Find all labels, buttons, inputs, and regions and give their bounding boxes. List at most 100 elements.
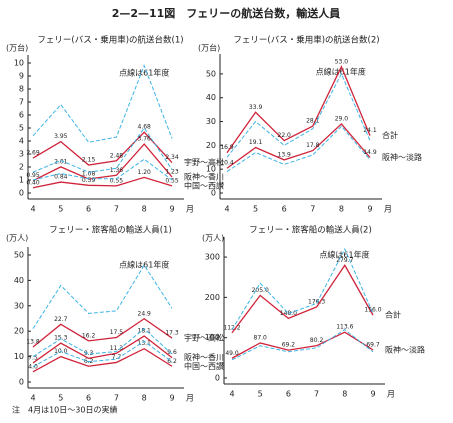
value-label: 7.5 [28,354,38,361]
y-tick-label: 9 [19,72,24,81]
series-line [231,331,374,359]
y-tick-label: 5 [19,124,24,133]
y-tick-label: 0 [211,189,216,198]
y-tick-label: 40 [206,93,216,102]
y-tick-label: 7 [19,98,24,107]
x-tick-label: 4 [224,205,229,214]
y-tick-label: 8 [19,85,24,94]
x-tick-label: 7 [114,394,119,403]
value-label: 24.1 [363,127,377,134]
y-tick-label: 40 [14,276,24,285]
value-label: 11.3 [110,345,124,352]
value-label: 17.8 [306,142,320,149]
series-line [231,264,374,334]
value-label: 69.7 [366,341,380,348]
value-label: 28.1 [306,118,320,125]
previous-year-line [231,329,374,361]
value-label: 18.1 [138,328,152,335]
value-label: 14.9 [363,149,377,156]
x-axis-label: 月 [387,390,395,399]
y-tick-label: 200 [205,293,220,302]
x-tick-label: 5 [258,390,263,399]
y-tick-label: 30 [14,301,24,310]
series-label: 阪神～香川 [184,172,224,182]
annotation: 点線は61年度 [319,250,369,260]
value-label: 16.9 [220,144,234,151]
y-tick-label: 10 [206,165,216,174]
x-tick-label: 9 [169,394,174,403]
y-tick-label: 6 [19,111,24,120]
y-tick-label: 10 [14,59,24,68]
chart-title: フェリー(バス・乗用車)の航送台数(1) [37,35,183,46]
value-label: 19.1 [249,139,263,146]
value-label: 0.59 [82,177,96,184]
value-label: 4.68 [138,124,152,131]
value-label: 0.95 [26,172,40,179]
value-label: 15.3 [54,335,68,342]
y-tick-label: 100 [205,333,220,342]
x-axis-label: 月 [384,205,392,214]
value-label: 2.48 [110,152,124,159]
annotation: 点線は61年度 [119,68,169,78]
x-tick-label: 7 [314,390,319,399]
value-label: 29.0 [335,115,349,122]
value-label: 87.0 [254,334,268,341]
x-tick-label: 8 [342,390,347,399]
y-tick-label: 1 [19,176,24,185]
value-label: 69.2 [282,342,296,349]
annotation: 点線は61年度 [316,67,366,77]
x-tick-label: 4 [30,394,35,403]
value-label: 1.23 [165,169,179,176]
note: 注 4月は10日～30日の実績 [12,405,117,415]
x-tick-label: 5 [58,394,63,403]
series-line [32,317,173,348]
value-label: 2.69 [26,150,40,157]
series-label: 阪神～淡路 [385,344,425,354]
value-label: 0.55 [110,177,124,184]
series-line [32,347,173,373]
series-label: 中国～西讃 [184,361,224,371]
y-tick-label: 0 [19,189,24,198]
value-label: 13.8 [26,338,40,345]
value-label: 113.6 [336,324,353,331]
value-label: 10.4 [220,160,234,167]
value-label: 33.9 [249,104,263,111]
previous-year-line [226,72,371,158]
annotation: 点線は61年度 [119,260,169,270]
value-label: 2.01 [54,158,68,165]
value-label: 0.55 [165,177,179,184]
value-label: 156.0 [364,307,381,314]
value-label: 7.7 [112,354,122,361]
value-label: 16.2 [82,332,96,339]
value-label: 9.3 [84,350,94,357]
value-label: 49.0 [225,350,239,357]
value-label: 22.7 [54,316,68,323]
series-line [226,65,371,154]
y-tick-label: 10 [14,352,24,361]
value-label: 80.2 [310,337,324,344]
value-label: 9.6 [167,349,177,356]
y-axis-unit: (万人) [202,234,224,243]
series-label: 阪神～淡路 [382,152,422,162]
value-label: 22.0 [278,132,292,139]
x-tick-label: 9 [169,205,174,214]
chart-title: フェリー(バス・乗用車)の航送台数(2) [233,35,379,46]
y-axis-unit: (万台) [198,43,220,53]
series-label: 合計 [385,310,401,320]
value-label: 3.76 [138,136,152,143]
value-label: 1.08 [82,170,96,177]
x-tick-label: 6 [86,394,91,403]
y-tick-label: 30 [206,117,216,126]
x-tick-label: 8 [142,205,147,214]
previous-year-line [32,127,173,173]
x-tick-label: 6 [86,205,91,214]
y-tick-label: 50 [14,251,24,260]
value-label: 0.40 [26,179,40,186]
series-line [226,122,371,169]
chart-title: フェリー・旅客船の輸送人員(2) [249,225,372,236]
value-label: 17.3 [165,330,179,337]
previous-year-line [32,64,173,143]
x-tick-label: 6 [286,390,291,399]
value-label: 2.34 [165,154,179,161]
